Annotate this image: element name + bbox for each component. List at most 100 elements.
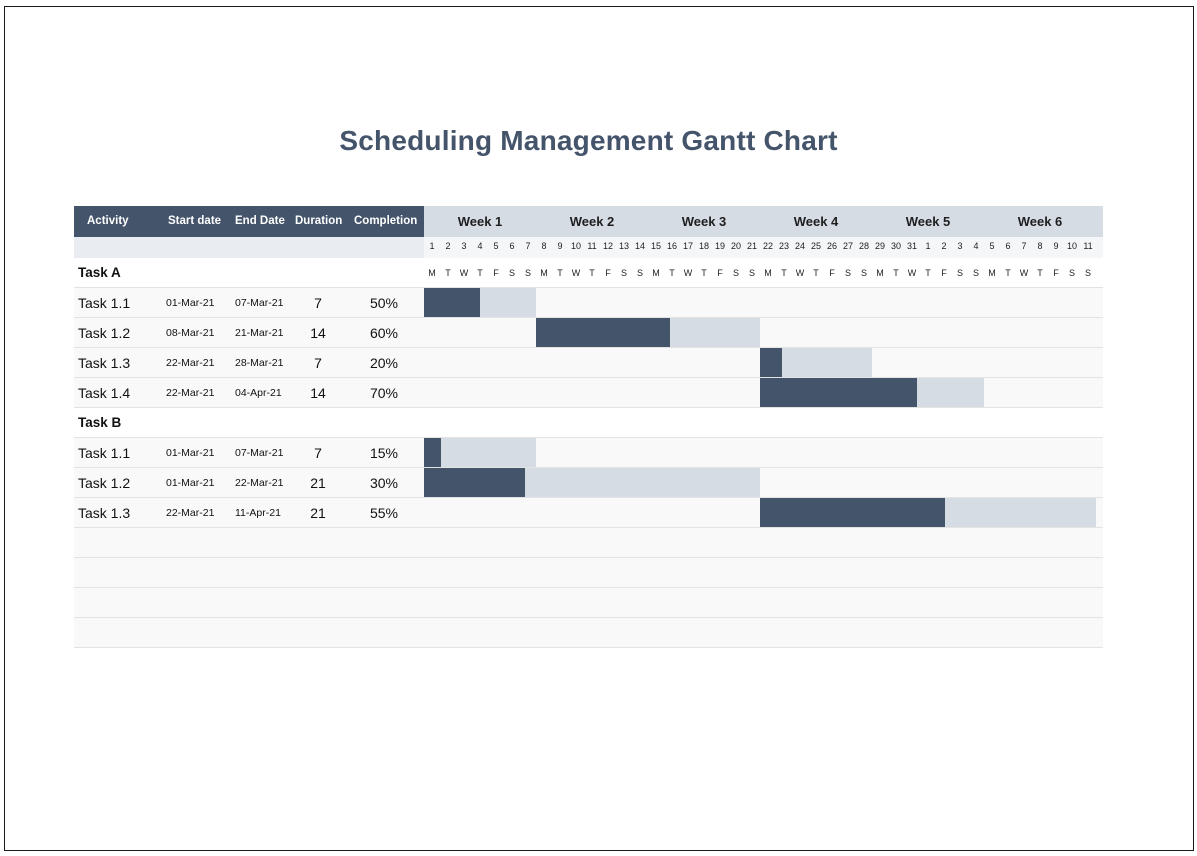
task-completion: 50%	[369, 295, 399, 311]
task-duration: 7	[314, 355, 322, 371]
weekday-letter: T	[1005, 268, 1011, 278]
week-label: Week 5	[905, 214, 951, 229]
day-number: 22	[762, 241, 773, 251]
weekday-letter: T	[669, 268, 675, 278]
header-activity: Activity	[87, 215, 129, 227]
weekday-letter: S	[524, 268, 531, 278]
weekday-letter: T	[701, 268, 707, 278]
task-duration: 7	[314, 445, 322, 461]
week-label: Week 1	[457, 214, 503, 229]
day-number: 9	[1053, 241, 1059, 251]
gantt-bar-complete	[760, 348, 782, 377]
day-number: 4	[477, 241, 483, 251]
day-number: 5	[493, 241, 499, 251]
day-number: 6	[1005, 241, 1011, 251]
task-completion: 70%	[369, 385, 399, 401]
empty-row	[74, 588, 1103, 618]
week-headers: Week 1 Week 2 Week 3 Week 4 Week 5 Week 6	[424, 206, 1103, 237]
weekday-letter: T	[893, 268, 899, 278]
weekday-letter: M	[764, 268, 772, 278]
day-number: 19	[714, 241, 725, 251]
weekday-letter: M	[428, 268, 436, 278]
day-numbers: 1 2 3 4 5 6 7 8 9 10 11 12 13 14 15 16 17 18 19 20 21 22 23 24 2…	[424, 237, 1103, 258]
day-number: 28	[858, 241, 869, 251]
weekday-letter: S	[636, 268, 643, 278]
chart-title: Scheduling Management Gantt Chart	[339, 125, 838, 156]
day-number: 21	[746, 241, 757, 251]
empty-row	[74, 528, 1103, 558]
header-start-date: Start date	[168, 215, 222, 227]
day-number: 16	[666, 241, 677, 251]
day-number: 13	[618, 241, 629, 251]
task-activity: Task 1.3	[78, 355, 131, 371]
day-number: 24	[794, 241, 805, 251]
day-number: 18	[698, 241, 709, 251]
task-start-date: 22-Mar-21	[166, 387, 215, 399]
gantt-bar-complete	[536, 318, 670, 347]
task-start-date: 22-Mar-21	[166, 357, 215, 369]
task-duration: 7	[314, 295, 322, 311]
task-completion: 30%	[369, 475, 399, 491]
gantt-bar-complete	[760, 498, 945, 527]
task-duration: 21	[310, 475, 326, 491]
weekday-letter: T	[813, 268, 819, 278]
day-number: 5	[989, 241, 995, 251]
group-label: Task B	[78, 415, 122, 430]
gantt-bar-complete	[424, 438, 441, 467]
day-number: 8	[1037, 241, 1043, 251]
weekday-letter: S	[1068, 268, 1075, 278]
task-duration: 14	[310, 325, 326, 341]
day-number: 4	[973, 241, 979, 251]
weekday-letter: T	[1037, 268, 1043, 278]
weekday-letter: W	[907, 268, 917, 278]
task-row: Task 1.4 22-Mar-21 04-Apr-21 14 70%	[74, 378, 1103, 408]
weekday-letter: T	[589, 268, 595, 278]
gantt-bar-complete	[424, 288, 480, 317]
weekday-letter: F	[605, 268, 611, 278]
date-number-row: 1 2 3 4 5 6 7 8 9 10 11 12 13 14 15 16 17 18 19 20 21 22 23 24 2…	[74, 237, 1103, 258]
day-number: 20	[730, 241, 741, 251]
task-completion: 15%	[369, 445, 399, 461]
task-end-date: 11-Apr-21	[235, 507, 281, 519]
task-activity: Task 1.2	[78, 475, 131, 491]
weekday-letter: F	[829, 268, 835, 278]
day-number: 1	[429, 241, 435, 251]
task-start-date: 01-Mar-21	[166, 477, 215, 489]
task-activity: Task 1.4	[78, 385, 131, 401]
weekday-letter: W	[1019, 268, 1029, 278]
weekday-letter: T	[445, 268, 451, 278]
weekday-letter: W	[683, 268, 693, 278]
day-number: 3	[957, 241, 963, 251]
day-number: 2	[445, 241, 451, 251]
day-number: 25	[810, 241, 821, 251]
weekday-letter: T	[557, 268, 563, 278]
week-label: Week 4	[793, 214, 839, 229]
gantt-bar-remaining	[424, 438, 536, 467]
day-number: 14	[634, 241, 645, 251]
task-completion: 55%	[369, 505, 399, 521]
weekday-letter: F	[941, 268, 947, 278]
week-label: Week 3	[681, 214, 727, 229]
task-end-date: 07-Mar-21	[235, 297, 284, 309]
weekday-letter: W	[795, 268, 805, 278]
day-number: 23	[778, 241, 789, 251]
task-start-date: 01-Mar-21	[166, 447, 215, 459]
task-row: Task 1.1 01-Mar-21 07-Mar-21 7 50%	[74, 288, 1103, 318]
weekday-letter: M	[876, 268, 884, 278]
weekday-letter: S	[748, 268, 755, 278]
gantt-bar-complete	[760, 378, 917, 407]
weekday-letter: S	[844, 268, 851, 278]
group-row: Task B	[74, 408, 1103, 438]
task-row: Task 1.1 01-Mar-21 07-Mar-21 7 15%	[74, 438, 1103, 468]
weekday-letter: F	[493, 268, 499, 278]
week-label: Week 2	[569, 214, 615, 229]
day-number: 9	[557, 241, 563, 251]
day-number: 10	[570, 241, 581, 251]
day-number: 27	[842, 241, 853, 251]
weekday-letter: T	[477, 268, 483, 278]
day-number: 11	[1083, 241, 1093, 251]
task-start-date: 01-Mar-21	[166, 297, 215, 309]
weekday-letter: S	[972, 268, 979, 278]
weekday-letter: M	[988, 268, 996, 278]
